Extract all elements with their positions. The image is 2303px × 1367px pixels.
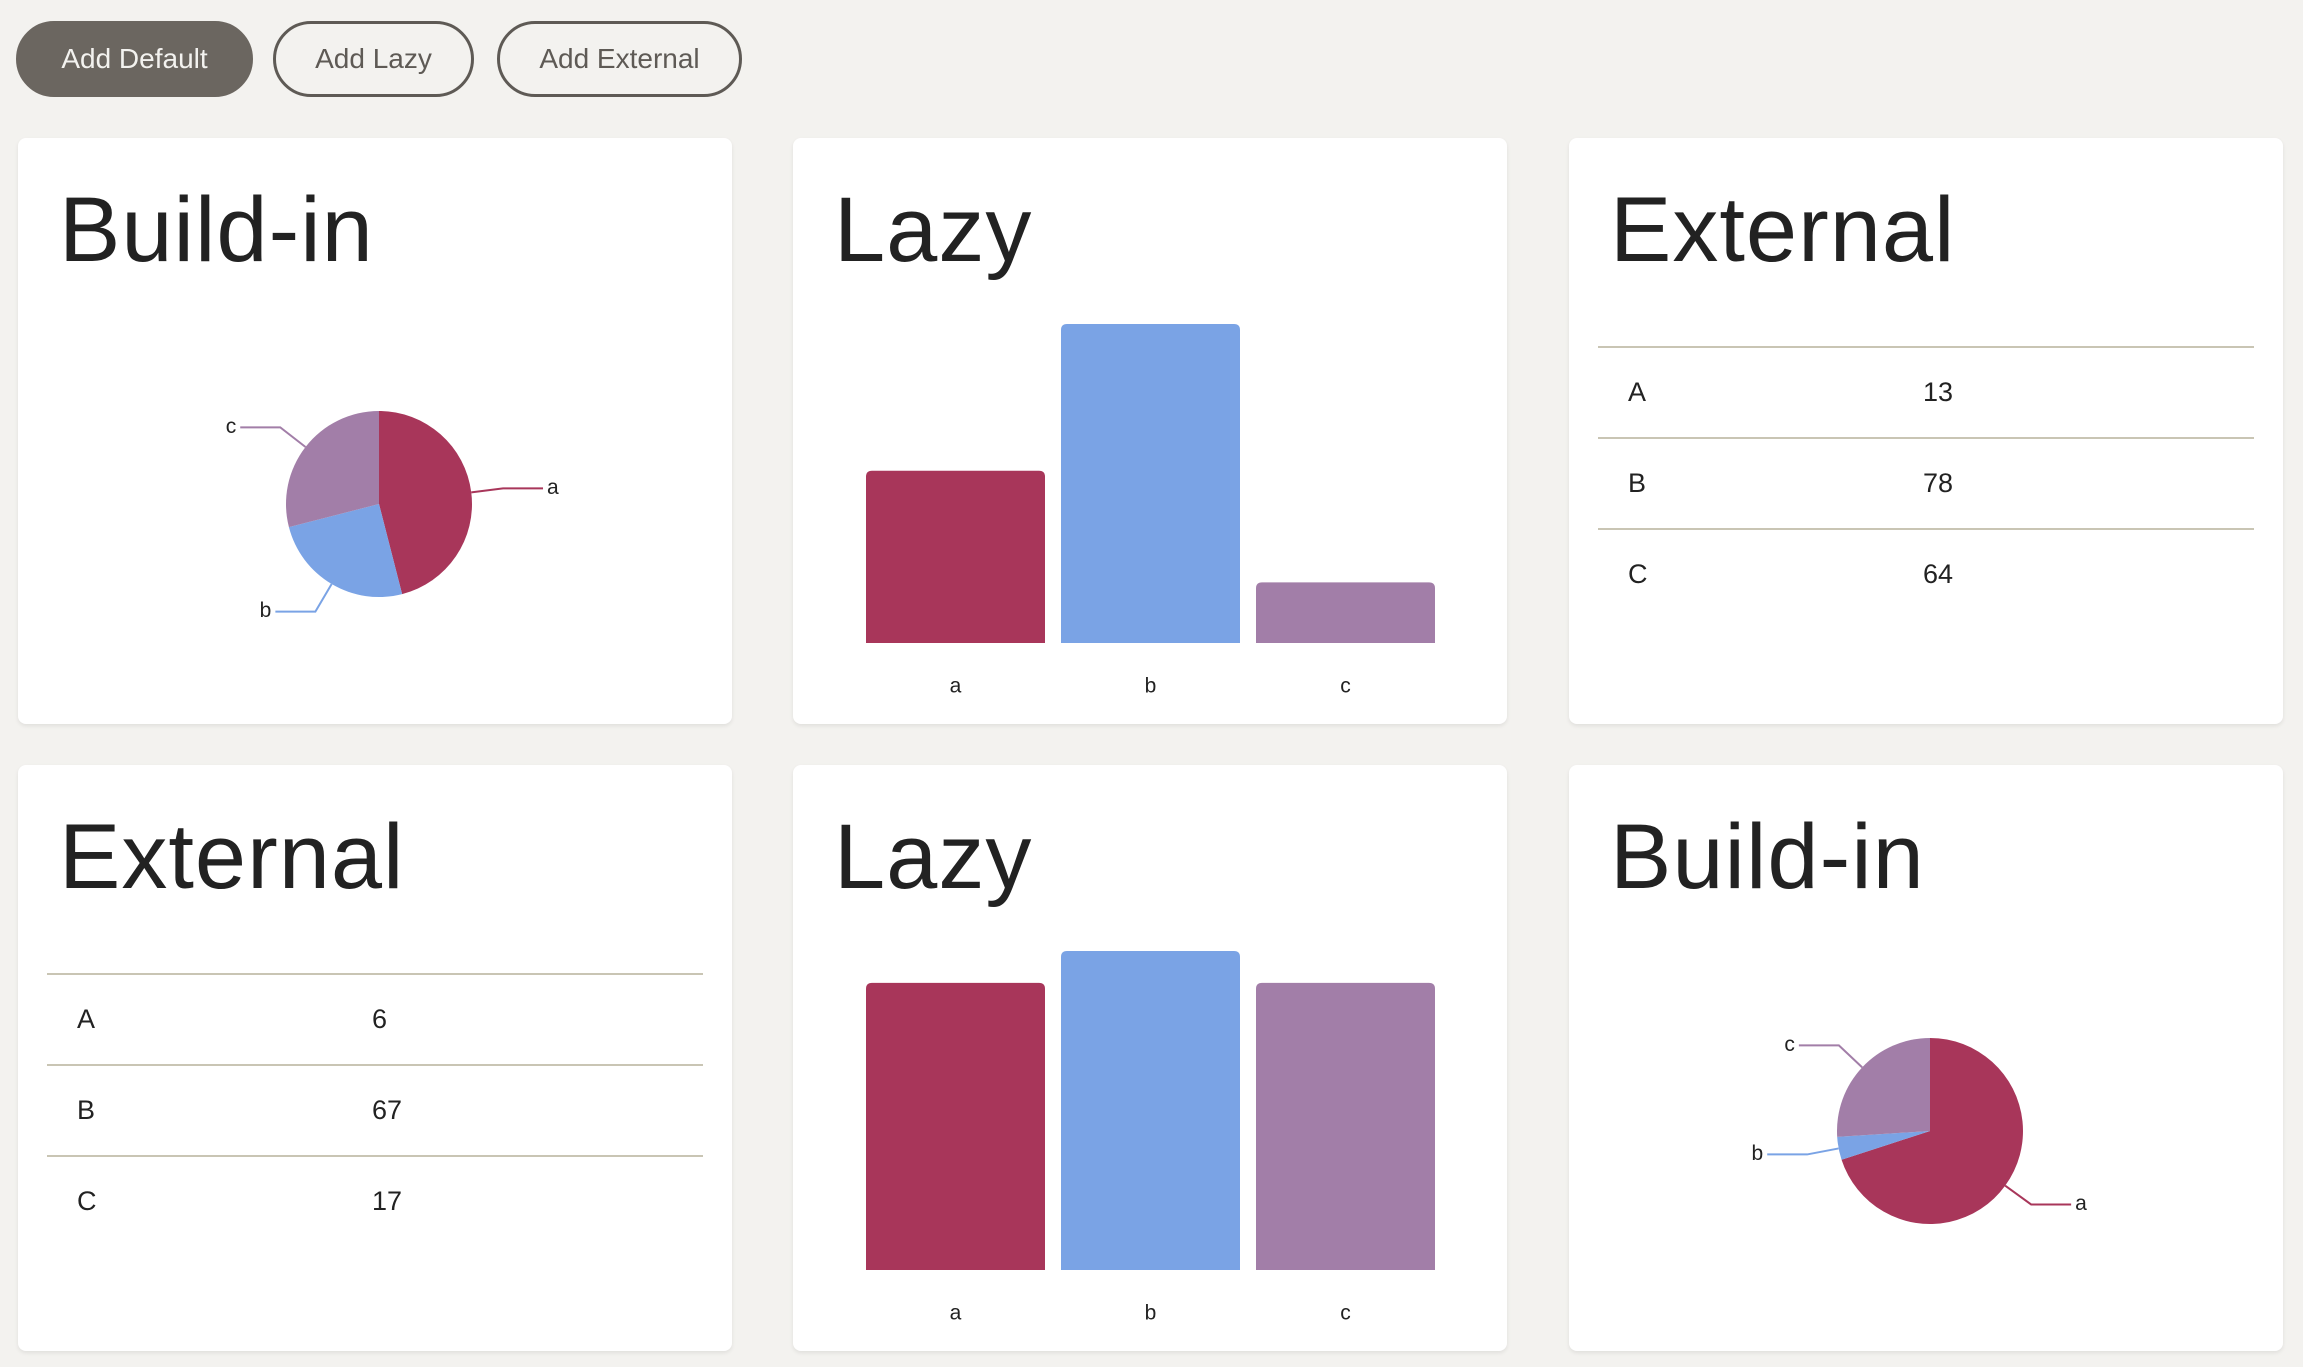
card-title: Build-in (1610, 806, 1925, 908)
bar (1061, 324, 1240, 643)
slice-label: c (1784, 1033, 1795, 1056)
button[interactable]: Add Default (16, 21, 253, 97)
card: Lazy a b c (793, 138, 1507, 724)
table-cell: 6 (372, 973, 703, 1065)
card-title: Lazy (834, 179, 1033, 281)
slice-label: b (260, 599, 272, 622)
bar (1256, 582, 1435, 643)
card: External A 6 B 67 C 17 (18, 765, 732, 1351)
card-title: External (1610, 179, 1956, 281)
data-table: A 6 B 67 C 17 (47, 973, 703, 1246)
slice-label: b (1752, 1142, 1764, 1165)
card: External A 13 B 78 C 64 (1569, 138, 2283, 724)
x-tick-label: a (950, 675, 962, 698)
button[interactable]: Add Lazy (273, 21, 474, 97)
table-cell: C (47, 1155, 372, 1246)
x-tick-label: c (1340, 675, 1351, 698)
chart: a b c (866, 951, 1435, 1325)
data-table: A 13 B 78 C 64 (1598, 346, 2254, 619)
leader-line (275, 583, 333, 613)
table-cell: C (1598, 528, 1923, 619)
x-tick-label: b (1145, 675, 1157, 698)
leader-line (240, 426, 307, 448)
slice-label: a (547, 476, 559, 499)
card: Build-in a b c (18, 138, 732, 724)
table-row: B 67 (47, 1064, 703, 1156)
x-tick-label: b (1145, 1302, 1157, 1325)
card-title: Build-in (59, 179, 374, 281)
table-cell: A (47, 973, 372, 1065)
card-title: Lazy (834, 806, 1033, 908)
bar (866, 470, 1045, 643)
pie-slice (288, 504, 403, 597)
table-cell: 13 (1923, 346, 2254, 438)
leader-line (471, 487, 544, 494)
x-tick-label: a (950, 1302, 962, 1325)
table-row: C 17 (47, 1155, 703, 1246)
bar (1256, 982, 1435, 1270)
chart: a b c (866, 324, 1435, 698)
table-row: A 13 (1598, 346, 2254, 438)
table-cell: B (47, 1064, 372, 1156)
table-cell: B (1598, 437, 1923, 529)
x-tick-label: c (1340, 1302, 1351, 1325)
bar (1061, 951, 1240, 1270)
chart: a b c (1752, 1033, 2087, 1224)
table-cell: 67 (372, 1064, 703, 1156)
slice-label: c (226, 415, 237, 438)
slice-label: a (2075, 1192, 2087, 1215)
card: Build-in a b c (1569, 765, 2283, 1351)
chart: a b c (226, 411, 559, 622)
pie-slice (1837, 1038, 1930, 1137)
pie-slice (285, 411, 379, 528)
pie-slice (1837, 1131, 1930, 1160)
table-cell: 78 (1923, 437, 2254, 529)
pie-slice (379, 411, 472, 595)
leader-line (2004, 1184, 2072, 1206)
card-title: External (59, 806, 405, 908)
table-row: C 64 (1598, 528, 2254, 619)
button[interactable]: Add External (497, 21, 742, 97)
table-cell: 64 (1923, 528, 2254, 619)
card: Lazy a b c (793, 765, 1507, 1351)
bar (866, 982, 1045, 1270)
table-cell: 17 (372, 1155, 703, 1246)
leader-line (1767, 1147, 1839, 1156)
pie-slice (1841, 1038, 2023, 1224)
table-row: B 78 (1598, 437, 2254, 529)
leader-line (1798, 1044, 1863, 1069)
table-cell: A (1598, 346, 1923, 438)
